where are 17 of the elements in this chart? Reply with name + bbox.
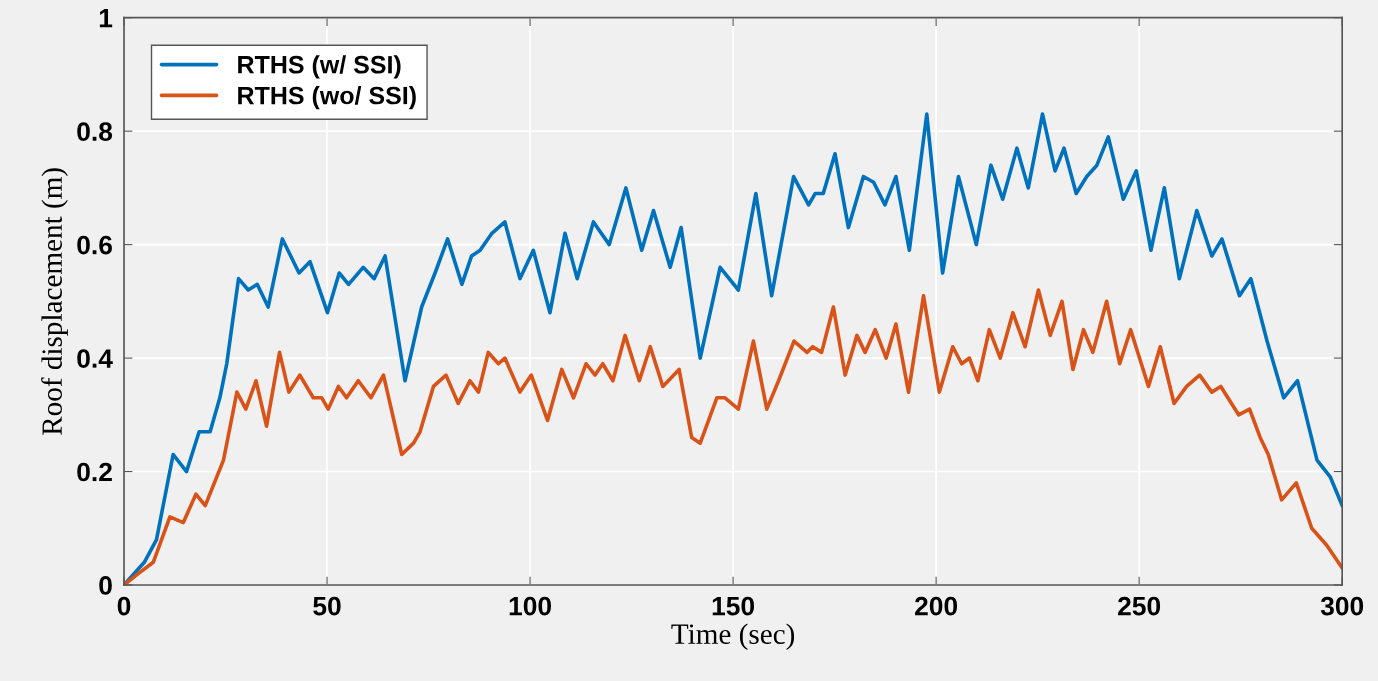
y-tick-label: 1 (99, 9, 113, 28)
x-tick-label: 100 (509, 596, 552, 616)
x-axis-title: Time (sec) (671, 623, 795, 650)
x-tick-label: 300 (1320, 596, 1364, 616)
y-tick-label: 0.4 (77, 349, 113, 368)
legend-label: RTHS (wo/ SSI) (238, 86, 416, 110)
y-tick-label: 0.6 (77, 235, 112, 255)
x-tick-label: 250 (1118, 596, 1161, 616)
x-tick-label: 50 (313, 596, 341, 616)
x-tick-label: 150 (712, 596, 755, 616)
y-axis-title: Roof displacement (m) (41, 168, 68, 435)
y-tick-label: 0 (99, 576, 112, 595)
y-tick-label: 0.2 (77, 462, 112, 482)
y-tick-label: 0.8 (77, 122, 113, 141)
x-tick-label: 0 (117, 596, 131, 616)
x-tick-label: 200 (915, 596, 958, 616)
legend-label: RTHS (w/ SSI) (238, 55, 401, 79)
